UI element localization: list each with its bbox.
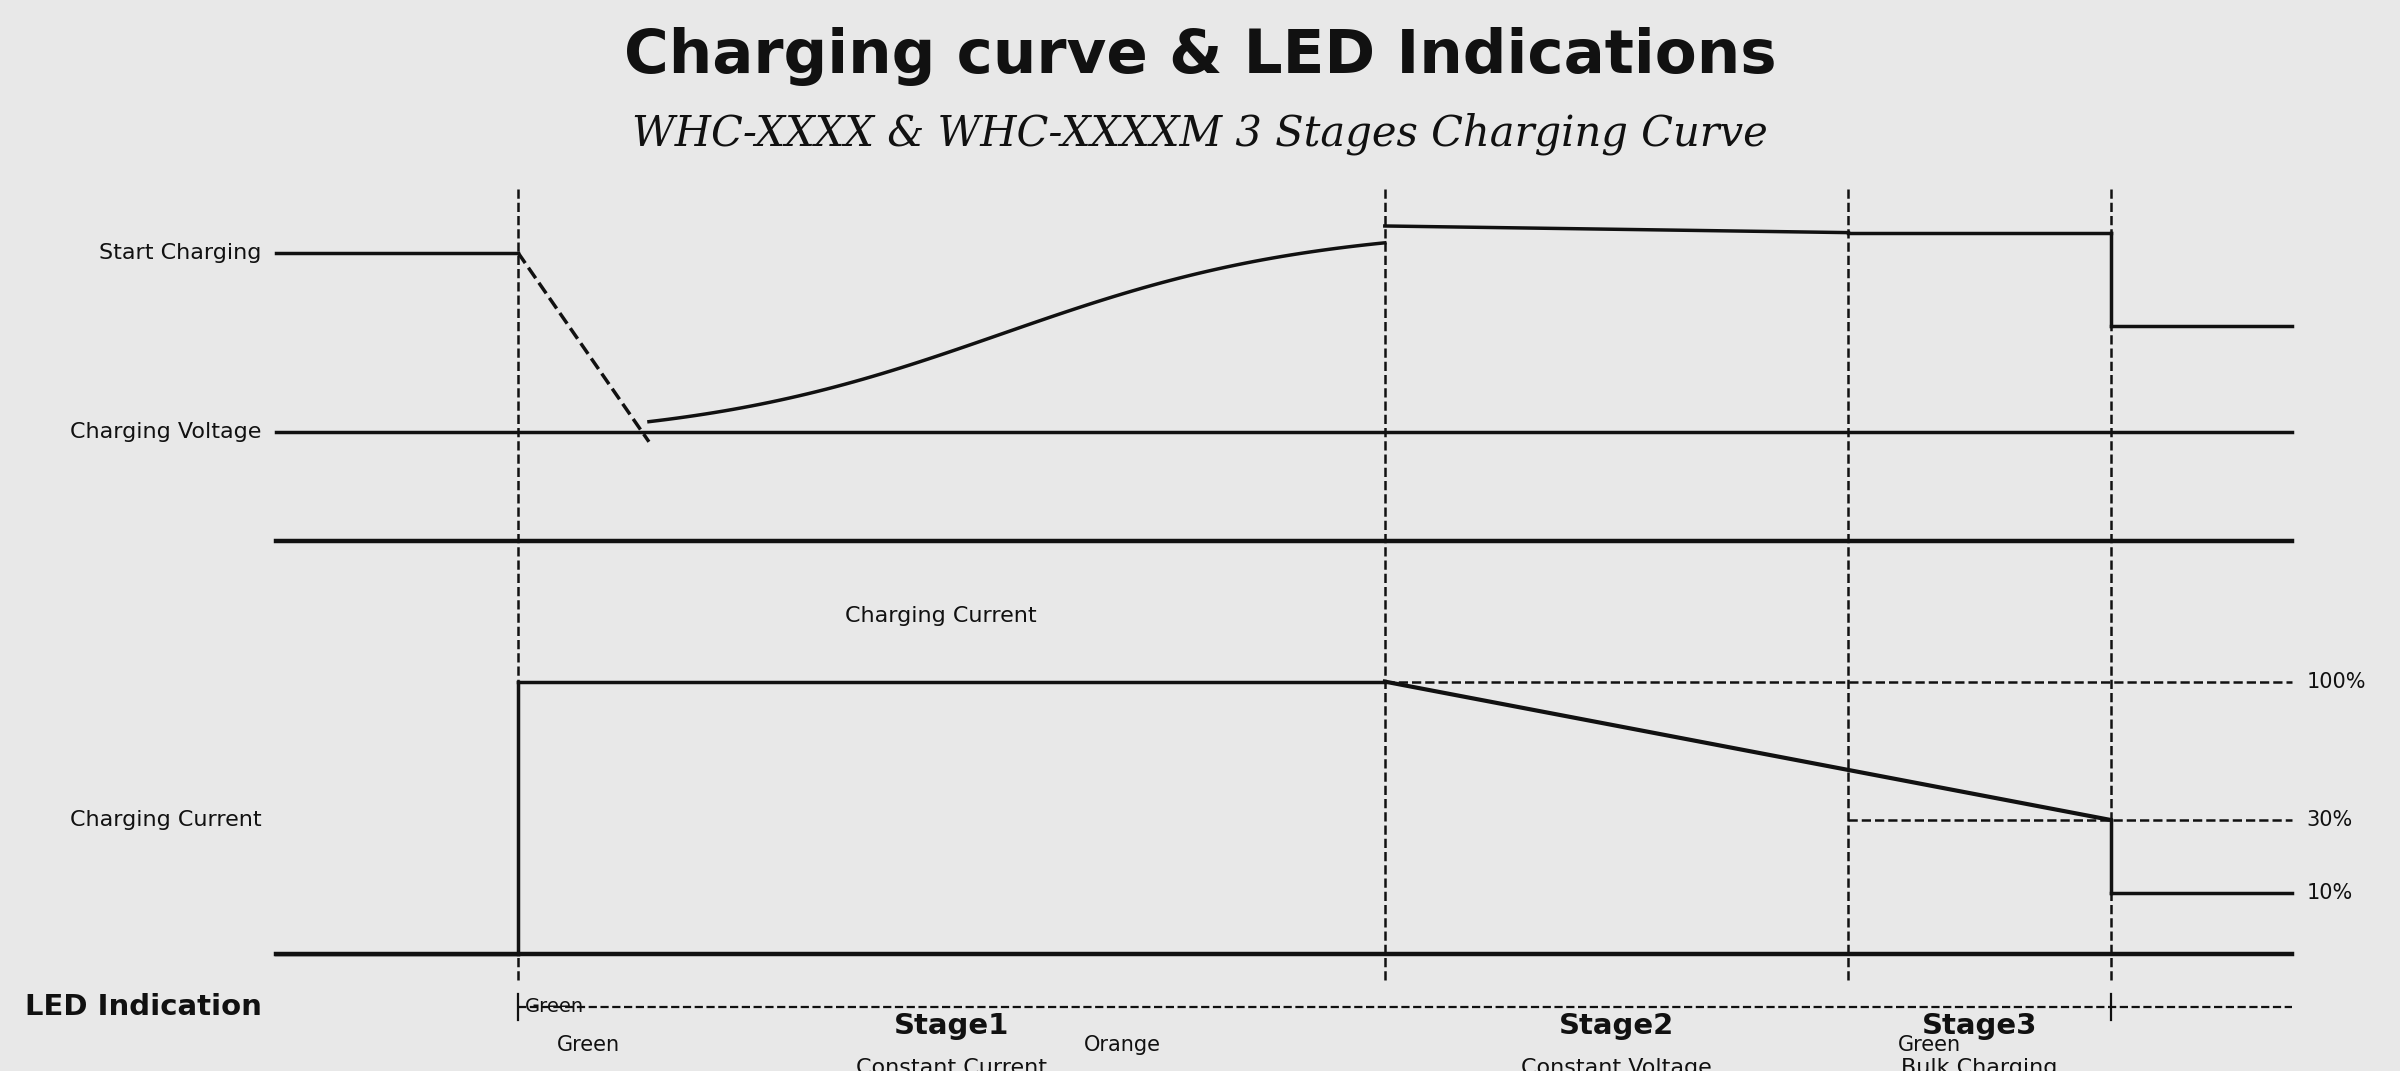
Text: Green: Green [557, 1036, 619, 1055]
Text: Charging Voltage: Charging Voltage [70, 422, 262, 442]
Text: Constant Voltage: Constant Voltage [1522, 1058, 1711, 1071]
Text: Charging Current: Charging Current [845, 606, 1037, 627]
Text: 100%: 100% [2306, 672, 2366, 692]
Text: 30%: 30% [2306, 810, 2352, 830]
Text: Bulk Charging: Bulk Charging [1901, 1058, 2057, 1071]
Text: WHC-XXXX & WHC-XXXXM 3 Stages Charging Curve: WHC-XXXX & WHC-XXXXM 3 Stages Charging C… [631, 112, 1769, 155]
Text: Constant Current: Constant Current [857, 1058, 1046, 1071]
Text: Orange: Orange [1085, 1036, 1162, 1055]
Text: LED Indication: LED Indication [24, 993, 262, 1021]
Text: Charging curve & LED Indications: Charging curve & LED Indications [624, 27, 1776, 86]
Text: Charging Current: Charging Current [70, 810, 262, 830]
Text: Green: Green [1898, 1036, 1961, 1055]
Text: Stage2: Stage2 [1560, 1012, 1675, 1040]
Text: 10%: 10% [2306, 884, 2352, 903]
Text: Stage3: Stage3 [1922, 1012, 2038, 1040]
Text: Green: Green [526, 997, 583, 1016]
Text: Start Charging: Start Charging [98, 242, 262, 262]
Text: Stage1: Stage1 [893, 1012, 1008, 1040]
